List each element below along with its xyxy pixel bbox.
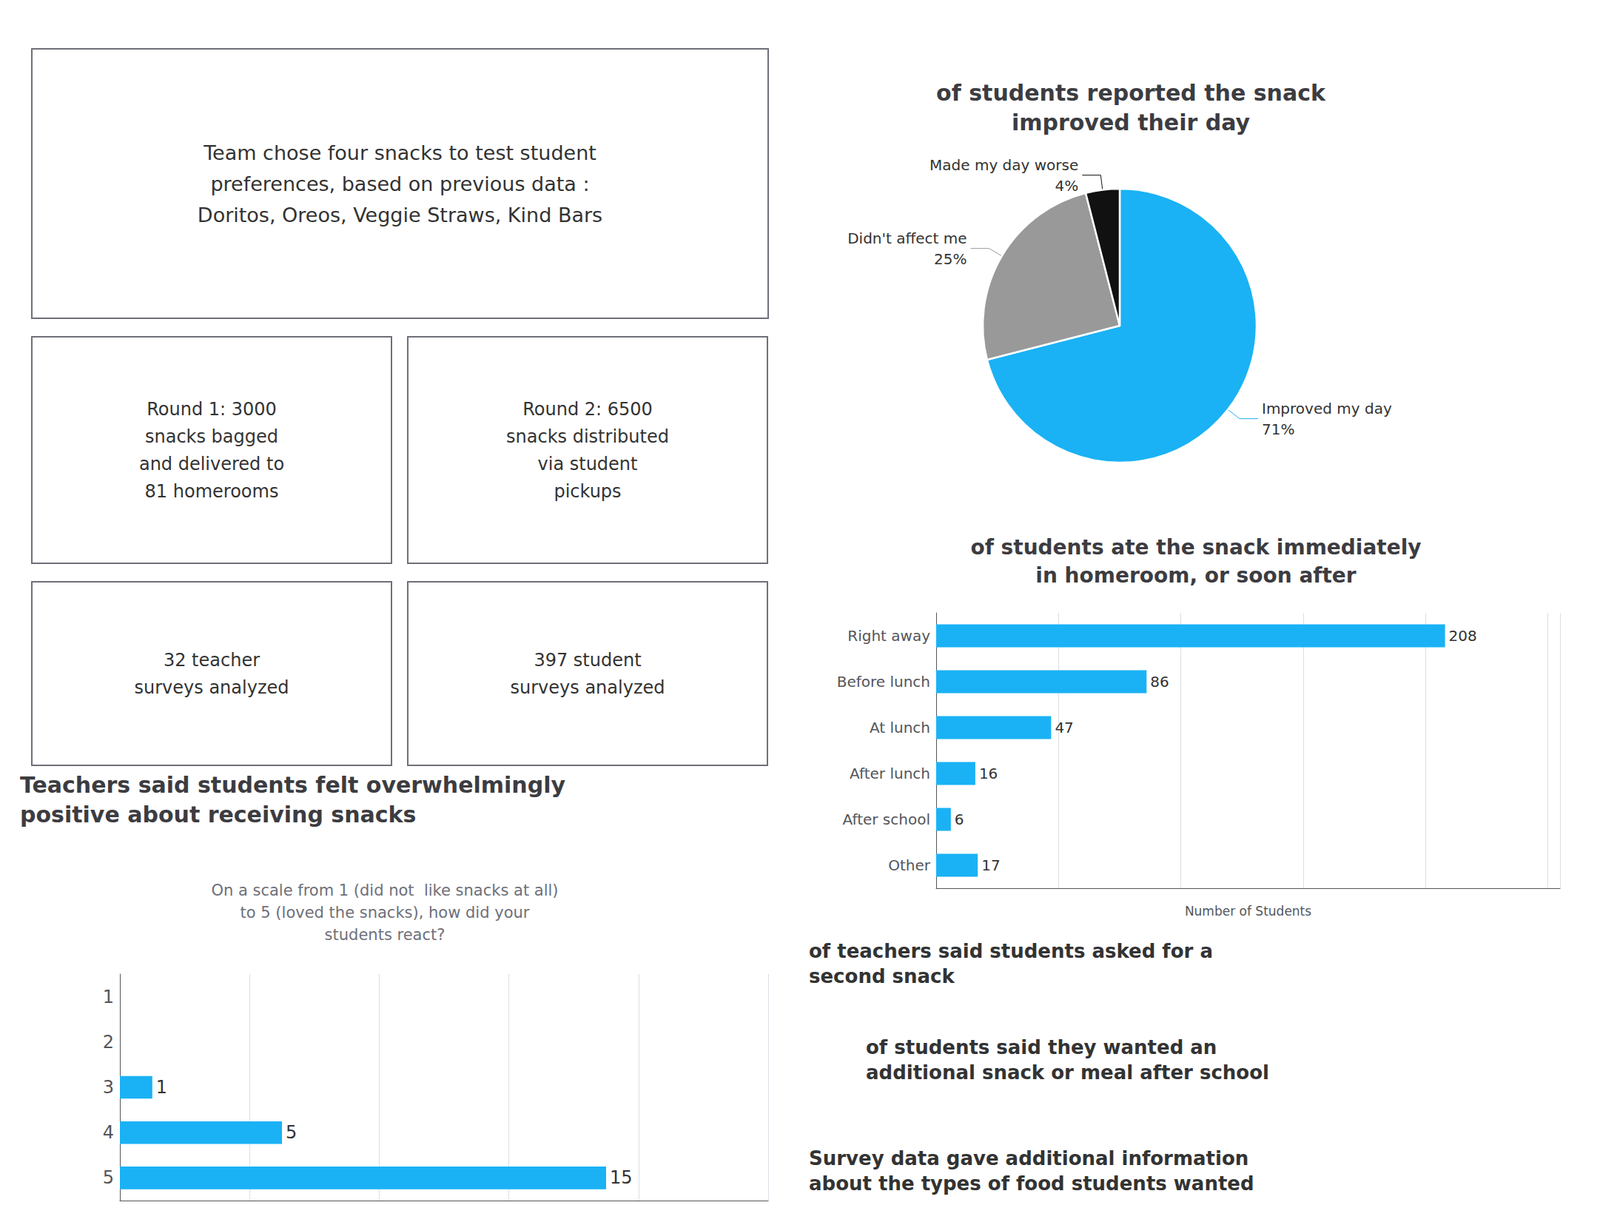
- svg-text:second snack: second snack: [808, 965, 955, 988]
- svg-text:16: 16: [979, 764, 998, 783]
- svg-text:At lunch: At lunch: [869, 718, 931, 737]
- svg-text:of students said they wanted a: of students said they wanted an: [865, 1036, 1217, 1059]
- svg-text:1: 1: [156, 1076, 168, 1098]
- svg-text:Other: Other: [888, 856, 931, 875]
- svg-text:5: 5: [102, 1167, 114, 1188]
- svg-text:After lunch: After lunch: [849, 764, 931, 783]
- svg-text:snacks distributed: snacks distributed: [506, 426, 670, 447]
- svg-text:81 homerooms: 81 homerooms: [145, 481, 280, 502]
- svg-text:in homeroom, or soon after: in homeroom, or soon after: [1035, 563, 1357, 588]
- svg-text:47: 47: [1054, 718, 1074, 737]
- svg-text:positive about receiving snack: positive about receiving snacks: [19, 801, 416, 828]
- svg-text:surveys analyzed: surveys analyzed: [510, 677, 666, 698]
- svg-text:1: 1: [102, 986, 114, 1008]
- svg-text:2: 2: [102, 1031, 114, 1053]
- svg-text:and delivered to: and delivered to: [139, 453, 285, 475]
- svg-text:4: 4: [102, 1121, 114, 1143]
- svg-text:3: 3: [102, 1076, 114, 1098]
- svg-text:about the types of food studen: about the types of food students wanted: [808, 1172, 1255, 1195]
- svg-text:208: 208: [1449, 626, 1478, 645]
- svg-text:15: 15: [609, 1167, 633, 1188]
- svg-text:5: 5: [285, 1121, 297, 1143]
- svg-text:On a scale from 1 (did not li: On a scale from 1 (did not like snacks a…: [210, 881, 559, 900]
- svg-text:397 student: 397 student: [533, 649, 641, 671]
- svg-text:students react?: students react?: [324, 925, 446, 944]
- svg-text:71%: 71%: [1261, 420, 1295, 439]
- svg-text:of teachers said students aske: of teachers said students asked for a: [808, 939, 1213, 963]
- svg-text:of students ate the snack imme: of students ate the snack immediately: [970, 535, 1421, 560]
- svg-text:additional snack or meal after: additional snack or meal after school: [865, 1061, 1270, 1084]
- svg-text:4%: 4%: [1055, 176, 1080, 195]
- svg-text:Round 1: 3000: Round 1: 3000: [146, 398, 277, 420]
- svg-text:of students reported the snack: of students reported the snack: [936, 79, 1327, 106]
- svg-text:via student: via student: [538, 453, 638, 475]
- svg-text:25%: 25%: [933, 250, 967, 268]
- svg-text:preferences, based on previous: preferences, based on previous data :: [210, 172, 590, 196]
- svg-text:Before lunch: Before lunch: [837, 672, 931, 691]
- svg-text:Team chose four snacks to test: Team chose four snacks to test student: [202, 141, 597, 165]
- svg-text:Doritos, Oreos, Veggie Straws,: Doritos, Oreos, Veggie Straws, Kind Bars: [197, 203, 603, 227]
- svg-text:Number of Students: Number of Students: [1184, 903, 1312, 919]
- svg-text:pickups: pickups: [553, 481, 621, 502]
- svg-text:32 teacher: 32 teacher: [163, 649, 260, 671]
- svg-text:After school: After school: [842, 810, 931, 829]
- svg-text:to 5 (loved the snacks), how d: to 5 (loved the snacks), how did your: [240, 903, 530, 922]
- svg-text:17: 17: [981, 856, 1000, 875]
- svg-text:Round 2: 6500: Round 2: 6500: [522, 398, 653, 420]
- svg-text:Didn't affect me: Didn't affect me: [847, 229, 967, 248]
- svg-text:86: 86: [1150, 672, 1169, 691]
- svg-text:snacks bagged: snacks bagged: [145, 426, 279, 447]
- svg-text:Made my day worse: Made my day worse: [929, 156, 1079, 174]
- svg-text:surveys analyzed: surveys analyzed: [134, 677, 290, 698]
- svg-text:improved their day: improved their day: [1011, 109, 1251, 136]
- svg-text:Right away: Right away: [847, 626, 931, 645]
- svg-text:Improved my day: Improved my day: [1261, 399, 1393, 418]
- svg-text:Survey data gave additional in: Survey data gave additional information: [808, 1147, 1249, 1170]
- svg-text:6: 6: [954, 810, 965, 829]
- svg-text:Teachers said students felt ov: Teachers said students felt overwhelming…: [19, 771, 566, 798]
